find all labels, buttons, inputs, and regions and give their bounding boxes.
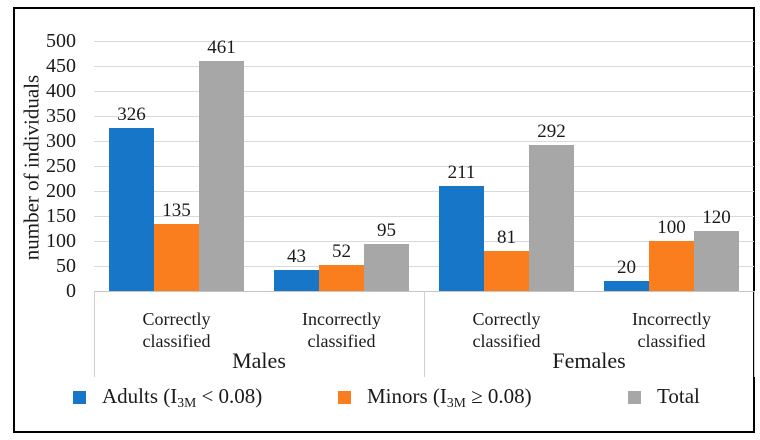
category-label: Correctly classified	[472, 309, 541, 351]
gridline	[94, 65, 754, 67]
gridline	[94, 90, 754, 92]
bar-value-label: 100	[657, 217, 686, 238]
legend-label-total: Total	[657, 383, 700, 408]
bar-value-label: 211	[447, 161, 476, 183]
gridline	[94, 165, 754, 167]
gridline	[94, 265, 754, 267]
category-axis-separator	[754, 291, 755, 377]
y-tick-label: 400	[46, 80, 76, 102]
y-tick-label: 450	[46, 55, 76, 77]
legend-item-total: Total	[628, 383, 700, 408]
bar-minors-3	[649, 241, 694, 291]
bar-total-0	[199, 60, 244, 291]
legend-label-adults: Adults (I3M < 0.08)	[102, 383, 263, 410]
group-label: Males	[232, 348, 286, 373]
bar-value-label: 52	[332, 241, 351, 262]
category-axis-separator	[94, 291, 95, 377]
y-tick-label: 50	[56, 255, 76, 277]
y-tick-label: 150	[46, 205, 76, 227]
gridline	[94, 115, 754, 117]
gridline	[94, 40, 754, 42]
bar-value-label: 461	[207, 36, 236, 58]
legend-label-minors: Minors (I3M ≥ 0.08)	[367, 383, 532, 410]
bar-minors-1	[319, 265, 364, 291]
legend-marker-total	[628, 390, 641, 404]
bar-value-label: 120	[702, 207, 731, 228]
bar-adults-0	[109, 128, 154, 291]
bar-minors-2	[484, 250, 529, 291]
category-label: Incorrectly classified	[632, 309, 711, 351]
bar-total-3	[694, 231, 739, 291]
bar-value-label: 43	[287, 245, 306, 267]
y-axis-title: number of individuals	[19, 74, 44, 261]
bar-minors-0	[154, 223, 199, 291]
bar-value-label: 135	[162, 199, 191, 221]
legend-item-adults: Adults (I3M < 0.08)	[73, 383, 263, 410]
y-tick-label: 0	[66, 280, 76, 302]
category-label: Incorrectly classified	[302, 309, 381, 351]
category-label: Correctly classified	[142, 309, 211, 351]
gridline	[94, 190, 754, 192]
gridline	[94, 240, 754, 242]
legend-marker-minors	[338, 390, 351, 404]
y-tick-label: 350	[46, 105, 76, 127]
y-tick-label: 250	[46, 155, 76, 177]
gridline	[94, 215, 754, 217]
bar-adults-2	[439, 185, 484, 291]
y-tick-label: 100	[46, 230, 76, 252]
bar-adults-3	[604, 281, 649, 291]
bar-value-label: 20	[617, 257, 636, 278]
legend-marker-adults	[73, 390, 86, 404]
bar-value-label: 95	[377, 219, 396, 241]
y-tick-label: 500	[46, 30, 76, 52]
category-axis-separator	[424, 291, 425, 377]
bar-total-2	[529, 145, 574, 291]
bar-value-label: 292	[537, 121, 566, 142]
group-label: Females	[552, 348, 626, 373]
bar-value-label: 326	[117, 104, 146, 125]
bar-value-label: 81	[497, 226, 516, 248]
gridline	[94, 140, 754, 142]
bar-total-1	[364, 243, 409, 291]
bar-adults-1	[274, 269, 319, 291]
y-tick-label: 300	[46, 130, 76, 152]
legend-item-minors: Minors (I3M ≥ 0.08)	[338, 383, 532, 410]
y-tick-label: 200	[46, 180, 76, 202]
